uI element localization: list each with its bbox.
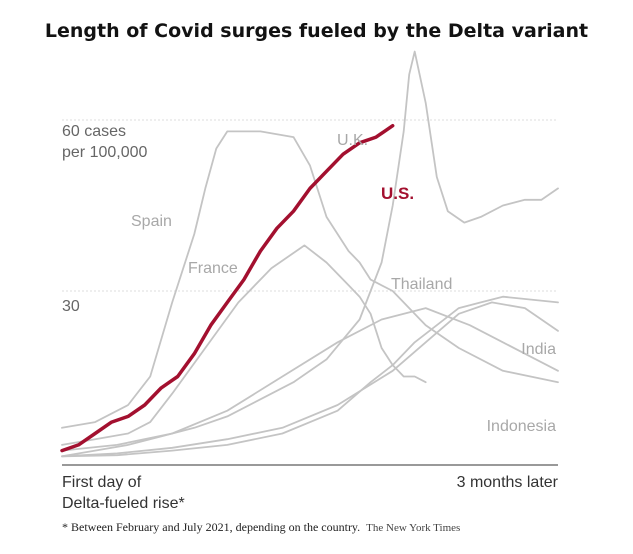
series-label-u-k: U.K. — [337, 132, 368, 149]
footnote: * Between February and July 2021, depend… — [62, 520, 460, 535]
series-label-france: France — [188, 260, 238, 277]
series-line-indonesia — [61, 295, 559, 458]
series-line-thailand — [61, 307, 559, 452]
footnote-text: * Between February and July 2021, depend… — [62, 520, 361, 534]
series-line-france — [61, 244, 427, 446]
ytick-label-60: 60 cases per 100,000 — [62, 123, 148, 161]
ytick-label-30: 30 — [62, 298, 80, 315]
gridlines — [62, 119, 558, 292]
chart-title: Length of Covid surges fueled by the Del… — [44, 20, 589, 42]
series-line-spain — [61, 130, 559, 429]
series-label-thailand: Thailand — [391, 276, 452, 293]
series-labels: U.K. Spain France Thailand India Indonesia U.S… — [131, 132, 556, 435]
series-lines — [60, 50, 559, 458]
series-label-india: India — [521, 341, 556, 358]
series-label-u-s: U.S. — [381, 184, 414, 203]
series-line-india — [61, 301, 559, 458]
x-label-start: First day of Delta-fueled rise* — [62, 474, 185, 512]
credit: The New York Times — [366, 522, 461, 534]
series-label-indonesia: Indonesia — [487, 418, 556, 435]
x-label-end: 3 months later — [456, 474, 558, 491]
series-label-spain: Spain — [131, 213, 172, 230]
series-line-u-k — [61, 50, 559, 458]
series-line-u-s — [60, 123, 395, 453]
